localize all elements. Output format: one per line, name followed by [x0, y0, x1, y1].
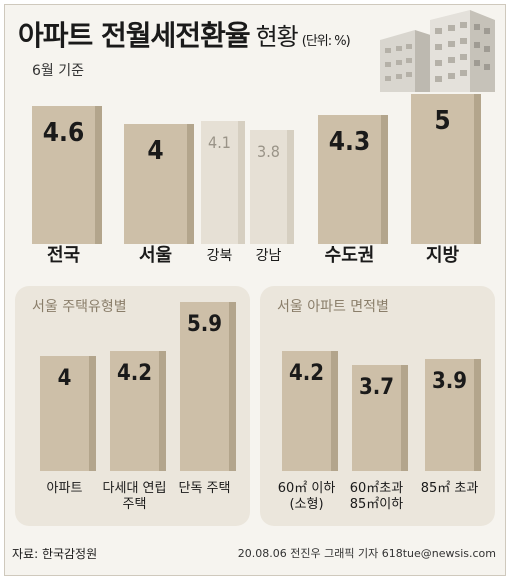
category-label-0-3: 강남	[255, 248, 282, 264]
title-sub: 현황	[255, 23, 299, 51]
panel-title-housing-type: 서울 주택유형별	[32, 299, 127, 315]
credit-text: 20.08.06 전진우 그래픽 기자 618tue@newsis.com	[237, 547, 496, 560]
value-label-0-4: 4.3	[328, 127, 371, 157]
category-label-0-5: 지방	[425, 245, 460, 266]
category-label-0-2: 강북	[206, 248, 233, 264]
bar-1-2	[180, 302, 236, 471]
category-label-2-2: 85㎡ 초과	[420, 481, 479, 496]
bar-0-4	[318, 115, 388, 244]
bar-0-2	[201, 121, 245, 244]
source-text: 자료: 한국감정원	[12, 547, 98, 561]
bar-0-1	[124, 124, 194, 244]
value-label-0-1: 4	[147, 136, 164, 166]
value-label-1-1: 4.2	[116, 360, 153, 386]
value-label-0-5: 5	[434, 106, 451, 136]
unit-label: (단위: %)	[301, 34, 351, 49]
category-label-0-1: 서울	[138, 245, 173, 266]
category-label-1-0: 아파트	[46, 481, 83, 496]
bar-0-0	[32, 106, 102, 244]
bar-2-0	[282, 350, 338, 471]
category-label-1-2: 단독 주택	[178, 481, 231, 496]
bar-2-2	[425, 359, 481, 471]
value-label-2-1: 3.7	[358, 375, 395, 401]
category-label-0-4: 수도권	[324, 245, 375, 266]
bar-0-3	[250, 130, 294, 244]
value-label-0-0: 4.6	[42, 118, 85, 148]
category-label-2-1: 60㎡초과 85㎡이하	[349, 481, 404, 512]
category-label-2-0: 60㎡ 이하 (소형)	[277, 481, 336, 512]
value-label-0-3: 3.8	[257, 142, 280, 161]
bar-2-1	[352, 365, 408, 471]
apartment-building-icon	[380, 10, 495, 92]
bar-1-1	[110, 350, 166, 471]
category-label-1-1: 다세대 연립주택	[102, 481, 167, 512]
chart-title: 아파트 전월세전환율 현황 (단위: %)	[18, 14, 351, 54]
value-label-1-0: 4	[57, 366, 72, 392]
value-label-2-0: 4.2	[288, 360, 325, 386]
category-label-0-0: 전국	[46, 245, 81, 266]
value-label-2-2: 3.9	[431, 369, 468, 395]
value-label-0-2: 4.1	[208, 133, 231, 152]
chart-subtitle: 6월 기준	[32, 63, 84, 79]
bar-1-0	[40, 356, 96, 471]
bar-0-5	[411, 94, 481, 244]
title-main: 아파트 전월세전환율	[18, 19, 251, 52]
panel-title-apartment-size: 서울 아파트 면적별	[277, 299, 389, 315]
value-label-1-2: 5.9	[186, 312, 223, 337]
